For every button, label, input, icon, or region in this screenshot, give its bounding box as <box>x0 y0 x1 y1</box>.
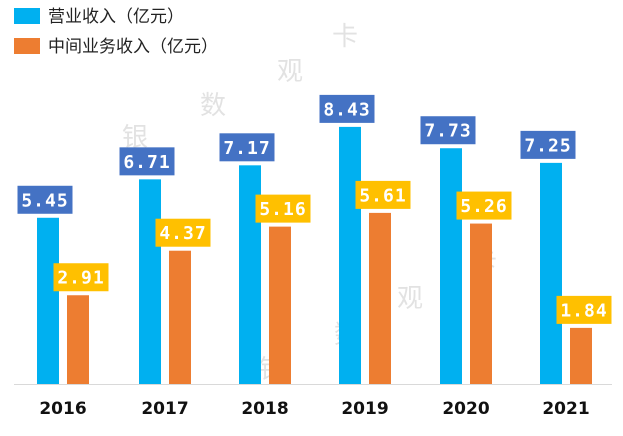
watermark-char: 数 <box>200 91 226 121</box>
data-label: 2.91 <box>57 268 104 289</box>
data-label: 5.16 <box>259 199 306 220</box>
bar-revenue <box>37 217 59 384</box>
watermark-char: 卡 <box>332 22 358 52</box>
x-tick-label: 2019 <box>341 399 388 419</box>
data-label: 7.25 <box>524 135 571 156</box>
data-label-box <box>17 185 73 214</box>
data-label-box <box>355 180 411 209</box>
data-label: 5.45 <box>21 190 68 211</box>
legend-label: 中间业务收入（亿元） <box>48 37 218 57</box>
bar-intermediate-revenue <box>269 226 291 384</box>
bar-revenue <box>540 162 562 384</box>
bar-intermediate-revenue <box>67 295 89 384</box>
bar-intermediate-revenue <box>470 223 492 384</box>
bars <box>37 126 592 384</box>
data-label-box <box>119 147 175 176</box>
data-label: 1.84 <box>560 300 607 321</box>
data-label: 8.43 <box>323 99 370 120</box>
data-label-box <box>556 295 612 324</box>
x-tick-label: 2017 <box>141 399 188 419</box>
bar-intermediate-revenue <box>369 212 391 384</box>
x-tick-label: 2018 <box>241 399 288 419</box>
data-label: 6.71 <box>123 152 170 173</box>
legend-swatch-intermediate <box>14 38 40 54</box>
watermark-char: 观 <box>277 57 303 87</box>
data-label-box <box>456 191 512 220</box>
bar-intermediate-revenue <box>169 250 191 384</box>
data-label: 5.26 <box>460 196 507 217</box>
watermark-char: 观 <box>397 284 423 314</box>
value-labels: 5.45 6.71 7.17 8.43 7.73 7.25 2.91 4.37 5.16 5.61… <box>17 94 612 324</box>
x-tick-label: 2021 <box>542 399 589 419</box>
legend-label: 营业收入（亿元） <box>48 7 184 27</box>
data-label: 7.73 <box>424 121 471 142</box>
data-label-box <box>53 263 109 292</box>
data-label-box <box>420 116 476 145</box>
data-label: 5.61 <box>359 185 406 206</box>
legend-swatch-revenue <box>14 8 40 24</box>
x-tick-label: 2016 <box>39 399 86 419</box>
data-label-box <box>520 130 576 159</box>
data-label: 4.37 <box>159 223 206 244</box>
data-label-box <box>255 194 311 223</box>
data-label-box <box>319 94 375 123</box>
legend: 营业收入（亿元） 中间业务收入（亿元） <box>14 7 218 57</box>
x-tick-labels: 2016 2017 2018 2019 2020 2021 <box>39 399 589 419</box>
x-tick-label: 2020 <box>442 399 489 419</box>
data-label-box <box>155 218 211 247</box>
bar-revenue <box>139 179 161 384</box>
bar-revenue <box>339 126 361 384</box>
data-label-box <box>219 133 275 162</box>
bar-revenue <box>440 148 462 384</box>
data-label: 7.17 <box>223 138 270 159</box>
bar-intermediate-revenue <box>570 327 592 384</box>
